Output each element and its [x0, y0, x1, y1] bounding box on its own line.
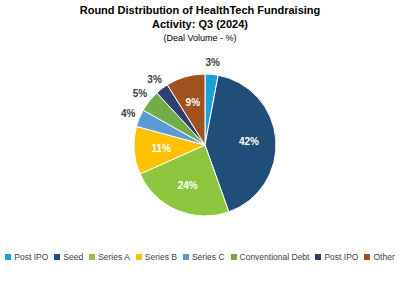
- html-text:Seed: Seed: [63, 252, 84, 262]
- svg-text:3%: 3%: [206, 57, 221, 68]
- svg-text:24%: 24%: [178, 180, 198, 191]
- svg-text:4%: 4%: [121, 108, 136, 119]
- svg-text:3%: 3%: [147, 74, 162, 85]
- html-text:Series A: Series A: [98, 252, 130, 262]
- html-text:Post IPO: Post IPO: [324, 252, 359, 262]
- html-text:(Deal Volume - %): (Deal Volume - %): [163, 33, 237, 43]
- html-text:Other: Other: [373, 252, 395, 262]
- svg-text:42%: 42%: [239, 136, 259, 147]
- html-text:Conventional Debt: Conventional Debt: [239, 252, 310, 262]
- svg-text:9%: 9%: [186, 97, 201, 108]
- html-text:Round Distribution of HealthTe: Round Distribution of HealthTech Fundrai…: [79, 4, 321, 30]
- svg-text:11%: 11%: [151, 143, 171, 154]
- html-text:Post IPO: Post IPO: [14, 252, 49, 262]
- html-text:Series B: Series B: [144, 252, 177, 262]
- svg-text:5%: 5%: [133, 88, 148, 99]
- html-text:Series C: Series C: [191, 252, 225, 262]
